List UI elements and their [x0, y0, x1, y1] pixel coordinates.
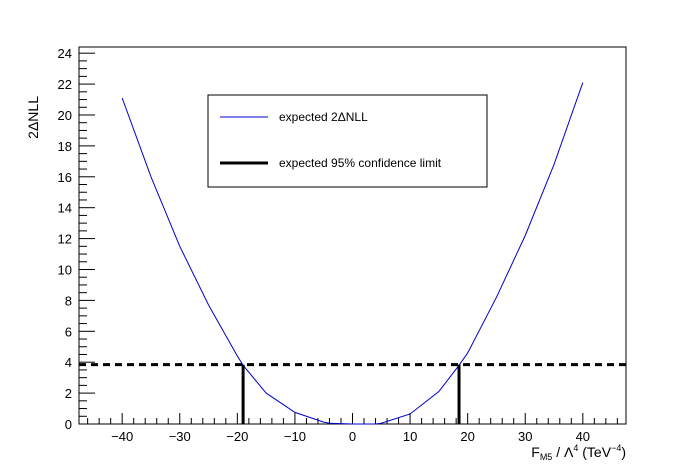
x-tick-label: −40 [111, 429, 133, 444]
y-tick-label: 6 [65, 324, 72, 339]
axis-ticks [79, 52, 618, 425]
x-tick-label: 0 [349, 429, 356, 444]
legend: expected 2ΔNLL expected 95% confidence l… [207, 94, 488, 188]
y-tick-label: 12 [58, 232, 72, 247]
x-tick-label: 10 [403, 429, 417, 444]
x-axis-title: FM5 / Λ4 (TeV−4) [531, 443, 626, 462]
legend-label-nll: expected 2ΔNLL [279, 110, 368, 124]
chart-marks [79, 82, 626, 425]
series-expected-2dnll-line [121, 82, 584, 425]
legend-label-limit: expected 95% confidence limit [279, 156, 442, 170]
x-tick-label: 30 [518, 429, 532, 444]
y-tick-label: 4 [65, 355, 72, 370]
y-tick-label: 20 [58, 108, 72, 123]
y-tick-label: 18 [58, 139, 72, 154]
x-tick-label: 20 [460, 429, 474, 444]
legend-box [207, 94, 488, 188]
y-tick-label: 2 [65, 386, 72, 401]
x-tick-label: 40 [576, 429, 590, 444]
y-tick-label: 14 [58, 201, 72, 216]
y-tick-label: 8 [65, 293, 72, 308]
x-tick-label: −10 [284, 429, 306, 444]
y-tick-label: 24 [58, 46, 72, 61]
x-tick-label: −20 [226, 429, 248, 444]
y-tick-label: 10 [58, 262, 72, 277]
x-tick-label: −30 [169, 429, 191, 444]
axis-tick-labels: −40 −30 −20 −10 0 10 20 30 400246810121416182022… [58, 46, 591, 444]
y-tick-label: 0 [65, 417, 72, 432]
y-tick-label: 16 [58, 170, 72, 185]
y-tick-label: 22 [58, 77, 72, 92]
y-axis-title: 2ΔNLL [25, 96, 41, 139]
